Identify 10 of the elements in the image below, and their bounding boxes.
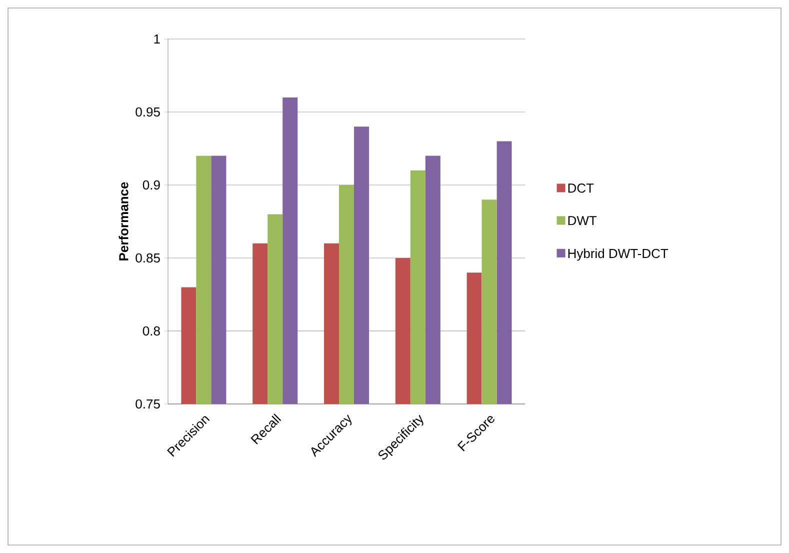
legend-label: Hybrid DWT-DCT [568, 248, 668, 261]
y-tick-label: 0.8 [142, 326, 160, 336]
y-tick-label: 0.75 [136, 399, 160, 409]
legend-label: DWT [568, 216, 597, 226]
y-tick-label: 0.85 [136, 253, 160, 263]
y-tick-label: 0.95 [136, 107, 160, 117]
y-axis-title: Performance [118, 182, 128, 260]
legend-label: DCT [568, 184, 594, 193]
y-tick-label: 1 [154, 34, 160, 44]
y-tick-label: 0.9 [142, 180, 160, 190]
